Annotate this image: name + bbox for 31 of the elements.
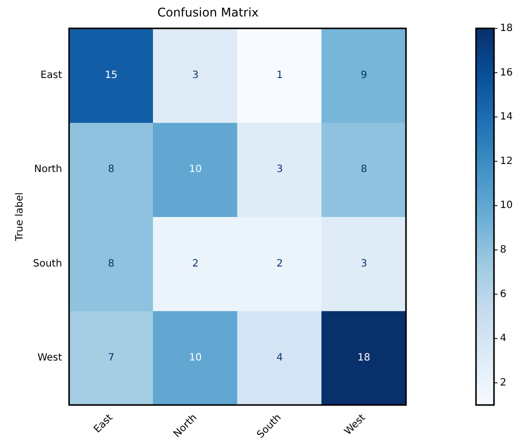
data-label: 3 (192, 70, 199, 82)
data-label: 9 (360, 70, 368, 82)
color-bar-label: 18 (500, 22, 513, 34)
y-tick-label: South (33, 258, 62, 270)
color-bar-label: 2 (500, 377, 506, 388)
data-label: 8 (108, 258, 114, 270)
color-bar-label: 12 (500, 156, 513, 167)
data-label: 8 (108, 164, 114, 176)
data-label: 2 (192, 258, 199, 270)
y-tick-label: East (40, 70, 62, 82)
color-bar-label: 10 (500, 200, 513, 212)
data-label: 1 (276, 70, 283, 82)
data-label: 15 (104, 70, 118, 82)
color-bar-label: 6 (500, 288, 506, 300)
color-bar-label: 4 (500, 333, 506, 344)
data-label: 8 (360, 164, 368, 176)
data-label: 10 (189, 352, 202, 364)
y-tick-label: North (34, 164, 62, 176)
color-bar-label: 8 (500, 244, 506, 256)
color-bar-label: 14 (500, 112, 513, 123)
y-tick-label: West (37, 352, 62, 364)
data-label: 7 (108, 352, 114, 364)
data-label: 2 (276, 258, 283, 270)
data-label: 10 (189, 164, 202, 176)
data-label: 3 (360, 258, 368, 270)
data-label: 4 (276, 352, 283, 364)
y-axis-title: True label (14, 192, 26, 242)
chart-title: Confusion Matrix (157, 5, 259, 20)
color-bar-label: 16 (500, 67, 513, 78)
data-label: 3 (276, 164, 283, 176)
data-label: 18 (358, 352, 370, 364)
